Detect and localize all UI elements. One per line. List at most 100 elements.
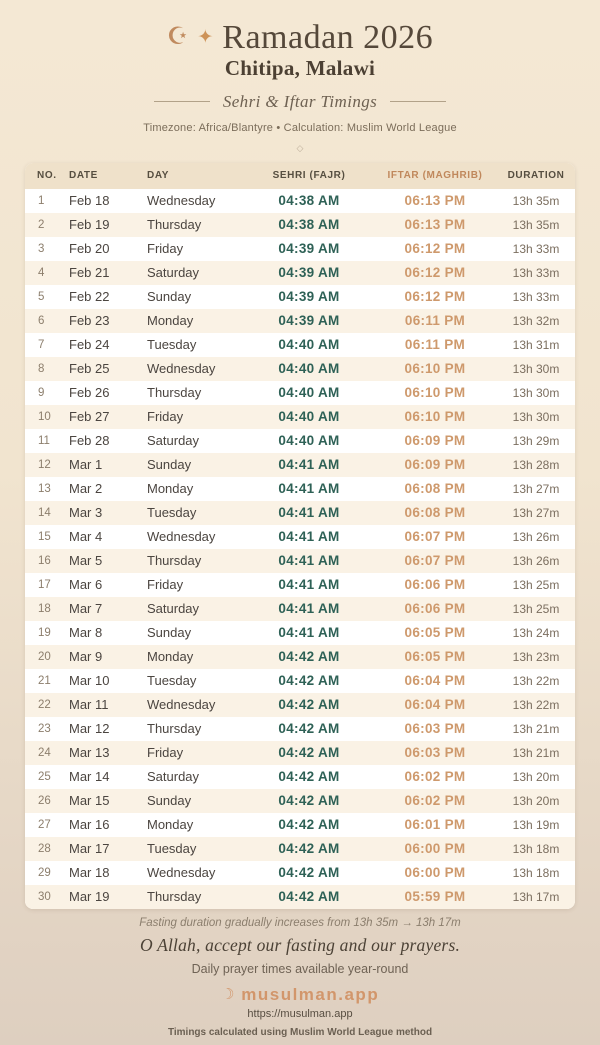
cell-iftar-time: 06:09 PM <box>404 457 466 473</box>
cell-iftar-time: 06:08 PM <box>404 481 466 497</box>
cell-sehri-time: 04:41 AM <box>278 553 340 569</box>
cell-iftar-time: 06:07 PM <box>404 529 466 545</box>
cell-no: 30 <box>38 890 51 903</box>
table-row: 6 Feb 23 Monday 04:39 AM 06:11 PM 13h 32m <box>25 308 575 333</box>
cell-date: Feb 24 <box>69 337 110 353</box>
table-row: 29 Mar 18 Wednesday 04:42 AM 06:00 PM 13h 18m <box>25 860 575 885</box>
cell-sehri-time: 04:41 AM <box>278 481 340 497</box>
cell-sehri-time: 04:40 AM <box>278 433 340 449</box>
cell-date: Feb 26 <box>69 385 110 401</box>
cell-iftar-time: 06:02 PM <box>404 793 466 809</box>
cell-sehri-time: 04:42 AM <box>278 817 340 833</box>
page-subtitle: Sehri & Iftar Timings <box>222 91 378 111</box>
cell-no: 8 <box>38 362 45 375</box>
cell-duration: 13h 21m <box>512 721 560 736</box>
cell-iftar-time: 06:04 PM <box>404 673 466 689</box>
cell-day: Wednesday <box>147 529 216 545</box>
cell-day: Monday <box>147 313 194 329</box>
column-header-sehri: SEHRI (FAJR) <box>245 162 373 189</box>
cell-duration: 13h 31m <box>512 337 560 352</box>
cell-duration: 13h 28m <box>512 457 560 472</box>
location-title: Chitipa, Malawi <box>224 55 376 80</box>
table-row: 10 Feb 27 Friday 04:40 AM 06:10 PM 13h 30m <box>25 404 575 429</box>
cell-no: 26 <box>38 794 51 807</box>
cell-date: Mar 6 <box>69 577 103 593</box>
cell-no: 4 <box>38 266 45 279</box>
cell-duration: 13h 27m <box>512 505 560 520</box>
cell-sehri-time: 04:38 AM <box>278 193 340 209</box>
table-row: 7 Feb 24 Tuesday 04:40 AM 06:11 PM 13h 31m <box>25 332 575 357</box>
cell-duration: 13h 33m <box>512 265 560 280</box>
cell-date: Feb 22 <box>69 289 110 305</box>
cell-no: 29 <box>38 866 51 879</box>
fasting-duration-note: Fasting duration gradually increases fro… <box>139 916 461 929</box>
cell-no: 13 <box>38 482 51 495</box>
brand-crescent-icon: ☾ <box>220 986 235 1004</box>
table-row: 9 Feb 26 Thursday 04:40 AM 06:10 PM 13h 30m <box>25 380 575 405</box>
cell-no: 28 <box>38 842 51 855</box>
cell-duration: 13h 22m <box>512 673 560 688</box>
cell-iftar-time: 06:11 PM <box>404 313 466 329</box>
page-title: Ramadan 2026 <box>222 19 434 56</box>
cell-day: Sunday <box>147 289 192 305</box>
cell-no: 1 <box>38 194 45 207</box>
cell-no: 10 <box>38 410 51 423</box>
cell-date: Mar 1 <box>69 457 103 473</box>
divider-line-left <box>153 101 210 103</box>
cell-iftar-time: 06:03 PM <box>404 721 466 737</box>
cell-iftar-time: 06:04 PM <box>404 697 466 713</box>
brand-url[interactable]: https://musulman.app <box>247 1007 353 1020</box>
cell-date: Mar 13 <box>69 745 110 761</box>
cell-sehri-time: 04:40 AM <box>278 361 340 377</box>
cell-date: Mar 9 <box>69 649 103 665</box>
cell-day: Tuesday <box>147 337 197 353</box>
cell-date: Mar 4 <box>69 529 103 545</box>
timings-table: NO. DATE DAY SEHRI (FAJR) IFTAR (MAGHRIB… <box>25 162 575 909</box>
dua-text: O Allah, accept our fasting and our pray… <box>139 934 461 955</box>
table-row: 13 Mar 2 Monday 04:41 AM 06:08 PM 13h 27m <box>25 476 575 501</box>
cell-date: Mar 17 <box>69 841 110 857</box>
cell-iftar-time: 06:13 PM <box>404 217 466 233</box>
table-row: 28 Mar 17 Tuesday 04:42 AM 06:00 PM 13h 18m <box>25 836 575 861</box>
timings-body: 1 Feb 18 Wednesday 04:38 AM 06:13 PM 13h 35m 2… <box>25 188 575 909</box>
cell-date: Mar 8 <box>69 625 103 641</box>
cell-day: Friday <box>147 745 184 761</box>
cell-iftar-time: 06:05 PM <box>404 625 466 641</box>
cell-sehri-time: 04:42 AM <box>278 721 340 737</box>
cell-day: Wednesday <box>147 865 216 881</box>
cell-date: Mar 18 <box>69 865 110 881</box>
cell-duration: 13h 18m <box>512 841 560 856</box>
table-row: 23 Mar 12 Thursday 04:42 AM 06:03 PM 13h 21m <box>25 716 575 741</box>
sparkle-icon: ✦ <box>197 27 214 49</box>
cell-iftar-time: 06:06 PM <box>404 601 466 617</box>
brand-link[interactable]: ☾ musulman.app <box>0 985 600 1005</box>
cell-sehri-time: 04:42 AM <box>278 865 340 881</box>
cell-no: 19 <box>38 626 51 639</box>
cell-date: Mar 12 <box>69 721 110 737</box>
cell-sehri-time: 04:42 AM <box>278 793 340 809</box>
cell-iftar-time: 06:10 PM <box>404 385 466 401</box>
column-header-day: DAY <box>141 162 245 189</box>
table-row: 15 Mar 4 Wednesday 04:41 AM 06:07 PM 13h 26m <box>25 524 575 549</box>
table-row: 2 Feb 19 Thursday 04:38 AM 06:13 PM 13h 35m <box>25 212 575 237</box>
table-row: 4 Feb 21 Saturday 04:39 AM 06:12 PM 13h 33m <box>25 260 575 285</box>
table-header: NO. DATE DAY SEHRI (FAJR) IFTAR (MAGHRIB… <box>25 162 575 189</box>
column-header-date: DATE <box>63 162 141 189</box>
cell-day: Wednesday <box>147 697 216 713</box>
cell-no: 25 <box>38 770 51 783</box>
cell-duration: 13h 25m <box>512 577 560 592</box>
table-row: 14 Mar 3 Tuesday 04:41 AM 06:08 PM 13h 27m <box>25 500 575 525</box>
cell-day: Friday <box>147 577 184 593</box>
cell-iftar-time: 06:07 PM <box>404 553 466 569</box>
cell-sehri-time: 04:41 AM <box>278 457 340 473</box>
cell-day: Saturday <box>147 433 200 449</box>
table-row: 30 Mar 19 Thursday 04:42 AM 05:59 PM 13h 17m <box>25 884 575 909</box>
cell-day: Monday <box>147 649 194 665</box>
cell-iftar-time: 06:02 PM <box>404 769 466 785</box>
table-row: 26 Mar 15 Sunday 04:42 AM 06:02 PM 13h 20m <box>25 788 575 813</box>
cell-date: Mar 5 <box>69 553 103 569</box>
cell-duration: 13h 20m <box>512 793 560 808</box>
cell-sehri-time: 04:39 AM <box>278 241 340 257</box>
cell-no: 20 <box>38 650 51 663</box>
